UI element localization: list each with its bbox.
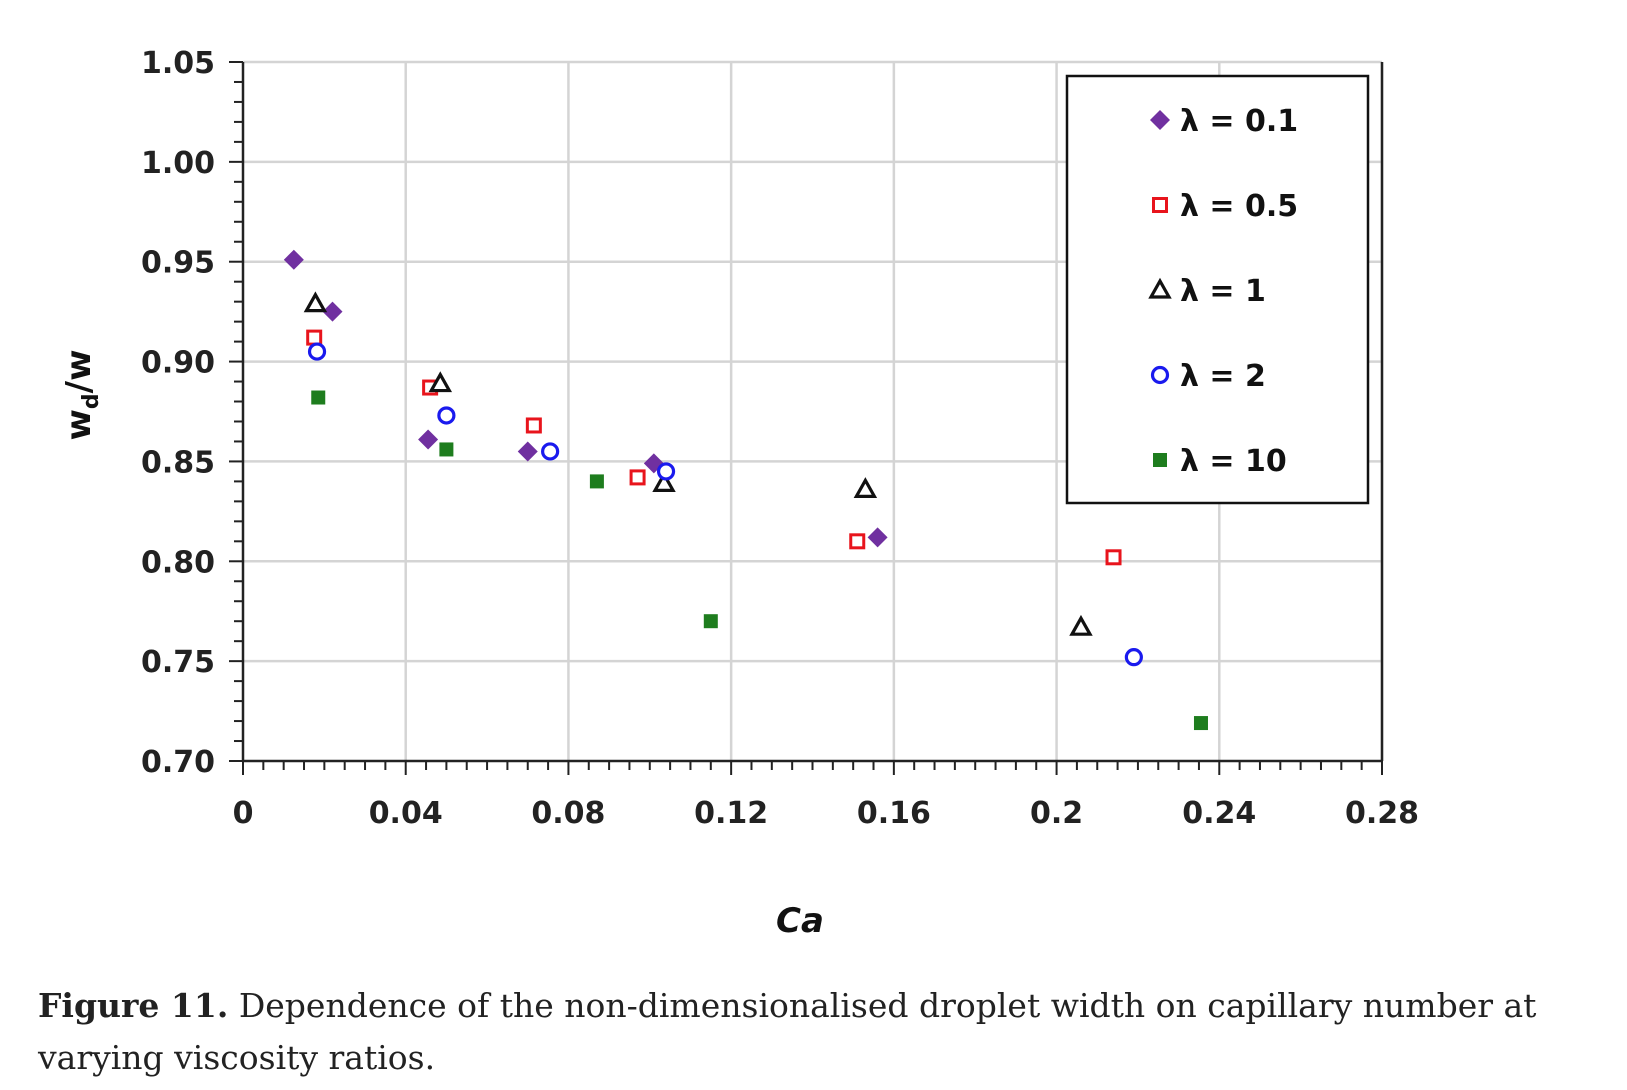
axes	[241, 62, 1384, 763]
legend-box	[1065, 74, 1370, 505]
x-tick-label: 0.12	[694, 796, 768, 831]
legend: λ = 0.1 λ = 0.5 λ = 1 λ = 2 λ = 10	[1065, 74, 1370, 505]
data-point	[867, 527, 888, 548]
x-tick-label: 0	[233, 796, 254, 831]
legend-label: λ = 10	[1180, 444, 1287, 479]
data-point	[437, 406, 456, 425]
legend-marker	[1150, 110, 1170, 130]
data-point	[853, 477, 878, 498]
legend-marker	[1152, 197, 1168, 213]
x-tick-label: 0.08	[531, 796, 605, 831]
data-point	[1193, 716, 1208, 731]
scatter-chart: 0 0.04 0.08 0.12 0.16 0.2 0.24 0.28 0.70 0.75 0.8…	[59, 46, 1419, 941]
data-point	[418, 429, 439, 450]
data-point	[589, 474, 604, 489]
data-point	[541, 442, 560, 461]
x-tick-label: 0.04	[369, 796, 443, 831]
y-axis-title-subscript: d	[79, 393, 104, 409]
y-axis-title-tail: /w	[59, 350, 99, 394]
y-tick-label: 1.05	[141, 46, 215, 81]
data-point	[1124, 648, 1143, 667]
data-point	[849, 533, 866, 550]
x-tick-label: 0.24	[1182, 796, 1256, 831]
data-point	[1069, 614, 1093, 636]
data-point	[656, 462, 676, 481]
data-point	[307, 342, 327, 361]
legend-label: λ = 2	[1180, 359, 1266, 394]
data-point	[303, 291, 328, 313]
y-axis-title-main: w	[59, 409, 99, 440]
legend-entry: λ = 1	[1148, 274, 1266, 309]
y-tick-label: 0.90	[141, 346, 215, 381]
series-4	[311, 390, 1208, 731]
data-point	[439, 442, 454, 457]
data-point	[322, 301, 343, 322]
figure-caption: Figure 11. Dependence of the non-dimensi…	[38, 980, 1618, 1084]
y-tick-labels: 0.70 0.75 0.80 0.85 0.90 0.95 1.00 1.05	[141, 46, 215, 780]
legend-marker	[1148, 277, 1172, 299]
x-tick-labels: 0 0.04 0.08 0.12 0.16 0.2 0.24 0.28	[233, 796, 1419, 831]
y-tick-label: 1.00	[141, 146, 215, 181]
legend-label: λ = 0.5	[1180, 189, 1298, 224]
y-tick-label: 0.85	[141, 445, 215, 480]
data-point	[517, 441, 538, 462]
data-point	[703, 614, 718, 629]
data-point	[428, 371, 453, 393]
y-axis-title: wd/w	[59, 350, 104, 441]
caption-text: Dependence of the non-dimensionalised dr…	[38, 986, 1537, 1077]
data-point	[1105, 549, 1122, 566]
legend-label: λ = 1	[1180, 274, 1266, 309]
legend-entry: λ = 2	[1150, 359, 1266, 394]
x-tick-label: 0.2	[1030, 796, 1083, 831]
x-tick-label: 0.16	[857, 796, 931, 831]
legend-marker	[1150, 365, 1170, 385]
data-point	[525, 417, 542, 434]
legend-marker	[1153, 453, 1167, 467]
series-0	[283, 249, 888, 548]
legend-items: λ = 0.1 λ = 0.5 λ = 1 λ = 2 λ = 10	[1148, 104, 1298, 479]
data-point	[629, 469, 646, 486]
data-point	[652, 471, 676, 492]
data-markers	[283, 249, 1208, 731]
data-point	[311, 390, 326, 405]
data-point	[283, 249, 304, 270]
legend-entry: λ = 0.5	[1152, 189, 1298, 224]
x-axis-title: Ca	[776, 901, 824, 941]
series-1	[306, 329, 1122, 566]
x-tick-label: 0.28	[1345, 796, 1419, 831]
series-2	[303, 291, 1093, 636]
data-point	[306, 329, 323, 346]
legend-label: λ = 0.1	[1180, 104, 1298, 139]
y-tick-label: 0.75	[141, 645, 215, 680]
minor-ticks	[229, 61, 1383, 775]
y-tick-label: 0.95	[141, 246, 215, 281]
y-tick-label: 0.80	[141, 545, 215, 580]
caption-label: Figure 11.	[38, 986, 229, 1025]
legend-entry: λ = 0.1	[1150, 104, 1298, 139]
series-3	[307, 342, 1143, 667]
y-tick-label: 0.70	[141, 745, 215, 780]
legend-entry: λ = 10	[1153, 444, 1287, 479]
